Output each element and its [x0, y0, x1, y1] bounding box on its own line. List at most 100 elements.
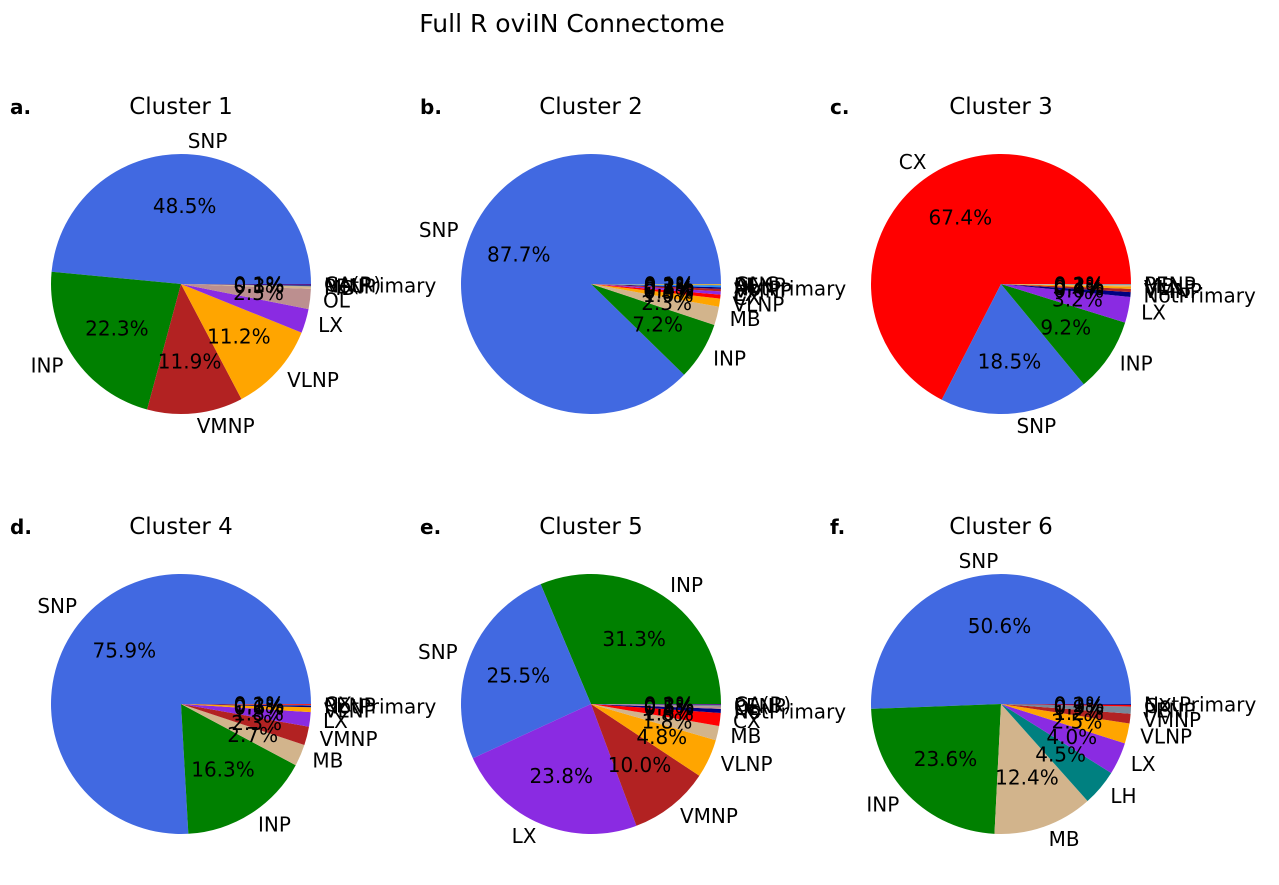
pie-slice-penp [181, 284, 311, 287]
pie-slice-penp [591, 704, 721, 707]
slice-label: VLNP [721, 752, 773, 776]
slice-percent: 0.3% [1054, 274, 1105, 298]
slice-percent: 4.0% [1046, 725, 1097, 749]
slice-percent: 3.2% [1052, 288, 1103, 312]
pie-slice-lx [591, 284, 721, 295]
slice-label: LX [1141, 301, 1166, 325]
slice-percent: 25.5% [487, 664, 551, 688]
slice-percent: 0.1% [644, 272, 695, 296]
slice-label: INP [258, 813, 291, 837]
pie-slice-vlnp [1001, 704, 1130, 744]
panel-title: Cluster 2 [539, 94, 643, 120]
slice-percent: 0.5% [643, 280, 694, 304]
pie-slice-vlnp [1001, 284, 1131, 289]
pie-panel-3: c. Cluster 3 CX 67.4% SNP 18.5% INP 9.2% LX 3.2% N… [830, 94, 1256, 438]
pie-slice-mb [994, 704, 1088, 835]
slice-label: VLNP [1144, 276, 1196, 300]
slice-label: NotPrimary [1144, 284, 1256, 308]
pie-slice-ol [591, 704, 721, 709]
panel-title: Cluster 3 [949, 94, 1053, 120]
slice-label: VMNP [320, 727, 378, 751]
slice-percent: 9.2% [1040, 315, 1091, 339]
pie-panel-6: f. Cluster 6 SNP 50.6% INP 23.6% MB 12.4% LH 4.5%… [830, 514, 1256, 851]
slice-percent: 1.2% [1053, 701, 1104, 725]
pie-slice-inp [540, 573, 721, 704]
pie-panel-4: d. Cluster 4 SNP 75.9% INP 16.3% MB 2.7% VMNP 2.3… [10, 514, 436, 837]
pie-slice-vlnp [591, 704, 716, 776]
slice-percent: 0.3% [234, 274, 285, 298]
pie-slice-lh [1001, 704, 1112, 801]
panel-title: Cluster 1 [129, 94, 233, 120]
slice-percent: 11.2% [207, 324, 271, 348]
slice-label: OL [323, 289, 351, 313]
pie-slice-mb [181, 704, 305, 766]
slice-percent: 23.8% [529, 764, 593, 788]
pie-slice-notprimary [1001, 284, 1131, 298]
pie-slice-penp [1001, 284, 1132, 285]
pie-slice-snp [461, 153, 721, 414]
pie-slices [51, 154, 312, 415]
pie-slice-vlnp [591, 284, 721, 307]
slice-percent: 0.2% [644, 273, 695, 297]
slice-percent: 0.1% [234, 692, 285, 716]
panel-letter: e. [420, 515, 441, 539]
panel-letter: f. [830, 515, 845, 539]
slice-percent: 0.3% [644, 276, 695, 300]
panel-title: Cluster 6 [949, 514, 1053, 540]
pie-slice-vmnp [1001, 704, 1131, 724]
slice-percent: 67.4% [929, 205, 993, 229]
pie-slice-vlnp [181, 284, 302, 400]
slice-percent: 87.7% [487, 243, 551, 267]
pie-slice-notprimary [591, 704, 721, 713]
slice-label: NotPrimary [324, 273, 436, 297]
slice-label: MB [730, 307, 761, 331]
pie-slice-cx [591, 704, 721, 726]
pie-slices [870, 154, 1132, 415]
slice-percent: 0.6% [234, 695, 285, 719]
pie-slice-ca-r [181, 284, 312, 285]
pie-slice-ca-r [591, 704, 722, 705]
slice-label: CX [324, 692, 352, 716]
pie-slices [870, 574, 1132, 835]
slice-label: SNP [959, 549, 999, 573]
pie-slices [51, 573, 312, 834]
panel-letter: b. [420, 95, 442, 119]
slice-label: MB [730, 724, 761, 748]
slice-percent: 0.1% [234, 272, 285, 296]
slice-label: OL [734, 696, 762, 720]
slice-label: MB [1049, 827, 1080, 851]
pie-slice-penp [591, 284, 721, 286]
pie-labels: CX 67.4% SNP 18.5% INP 9.2% LX 3.2% NotPrimary 0.… [899, 150, 1256, 438]
slice-percent: 1.8% [642, 710, 693, 734]
slice-label: VMNP [197, 414, 255, 438]
slice-percent: 1.0% [643, 283, 694, 307]
slice-label: AL [734, 275, 760, 299]
panel-title: Cluster 4 [129, 514, 233, 540]
slice-label: VLNP [733, 293, 785, 317]
slice-label: NotPrimary [734, 276, 846, 300]
slice-percent: 11.9% [158, 350, 222, 374]
slice-label: CX [733, 709, 761, 733]
pie-slice-lx [181, 704, 311, 727]
slice-label: VMNP [734, 279, 792, 303]
slice-percent: 1.8% [233, 701, 284, 725]
slice-label: MB [324, 276, 355, 300]
pie-labels: SNP 50.6% INP 23.6% MB 12.4% LH 4.5% LX 4.0% VLNP 2… [866, 549, 1256, 851]
pie-slice-inp [181, 704, 296, 834]
pie-slice-notprimary [181, 284, 311, 286]
pie-slice-lx [1001, 704, 1125, 773]
slice-label: INP [31, 353, 64, 377]
pie-slice-inp [1001, 284, 1126, 385]
slice-label: PENP [1144, 699, 1196, 723]
panel-letter: c. [830, 95, 849, 119]
pie-panel-1: a. Cluster 1 SNP 48.5% INP 22.3% VMNP 11.9% VLNP… [10, 94, 436, 438]
slice-label: INP [670, 573, 703, 597]
slice-label: MB [312, 748, 343, 772]
pie-slice-al [591, 284, 721, 288]
slice-percent: 0.1% [1054, 272, 1105, 296]
slice-percent: 0.4% [643, 277, 694, 301]
slice-label: CA(R) [324, 272, 381, 296]
